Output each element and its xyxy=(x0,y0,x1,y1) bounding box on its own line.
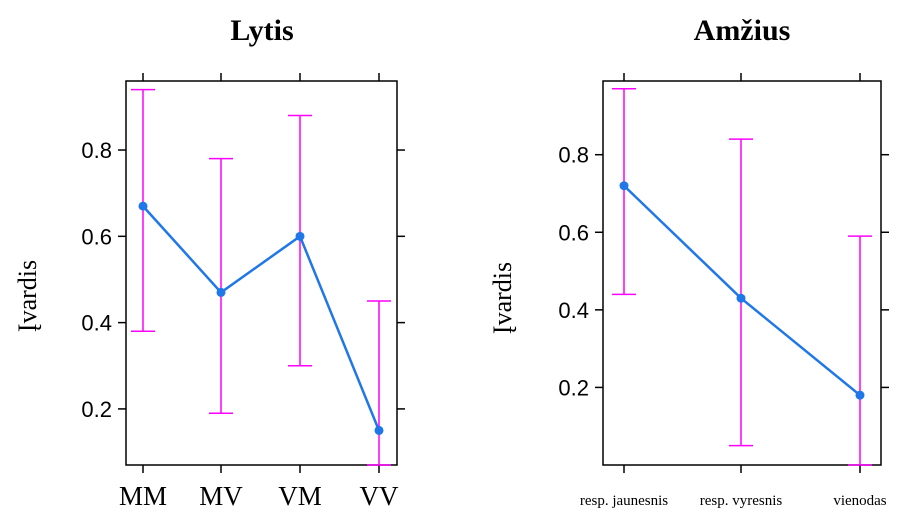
plot-frame xyxy=(125,80,398,466)
chart-title: Amžius xyxy=(694,14,791,47)
x-tick-label: MM xyxy=(119,481,167,511)
data-point xyxy=(619,181,629,191)
y-tick-label: 0.2 xyxy=(81,397,112,422)
chart-title: Lytis xyxy=(230,14,293,47)
plot-frame xyxy=(602,80,882,466)
data-point xyxy=(374,425,384,435)
data-point xyxy=(855,390,865,400)
data-point xyxy=(216,287,226,297)
y-axis-label: Įvardis xyxy=(13,260,42,332)
panel-lytis: Lytis Įvardis 0.2 0.4 0.6 0.8 MM MV VM VV xyxy=(13,14,405,511)
y-tick-label: 0.4 xyxy=(81,311,112,336)
series-line xyxy=(623,184,861,397)
data-point xyxy=(736,293,746,303)
y-tick-label: 0.6 xyxy=(81,224,112,249)
data-point xyxy=(138,201,148,211)
y-tick-label: 0.2 xyxy=(558,375,589,400)
error-bar xyxy=(729,138,753,447)
y-tick-label: 0.4 xyxy=(558,298,589,323)
panel-amzius: Amžius Įvardis 0.2 0.4 0.6 0.8 resp. jaunes… xyxy=(488,14,889,509)
x-tick-label: vienodas xyxy=(833,493,886,509)
y-tick-label: 0.8 xyxy=(558,143,589,168)
x-tick-label: VM xyxy=(278,481,322,511)
y-axis-label: Įvardis xyxy=(488,262,517,334)
x-tick-label: resp. jaunesnis xyxy=(580,493,668,509)
error-bar xyxy=(209,157,233,414)
x-tick-label: MV xyxy=(199,481,243,511)
x-tick-label: resp. vyresnis xyxy=(700,493,783,509)
series-line xyxy=(142,205,381,431)
y-tick-label: 0.6 xyxy=(558,220,589,245)
x-tick-label: VV xyxy=(360,481,399,511)
y-tick-label: 0.8 xyxy=(81,138,112,163)
error-bar xyxy=(612,88,636,296)
data-point xyxy=(295,231,305,241)
error-bar xyxy=(848,235,872,466)
error-bar xyxy=(367,300,391,466)
